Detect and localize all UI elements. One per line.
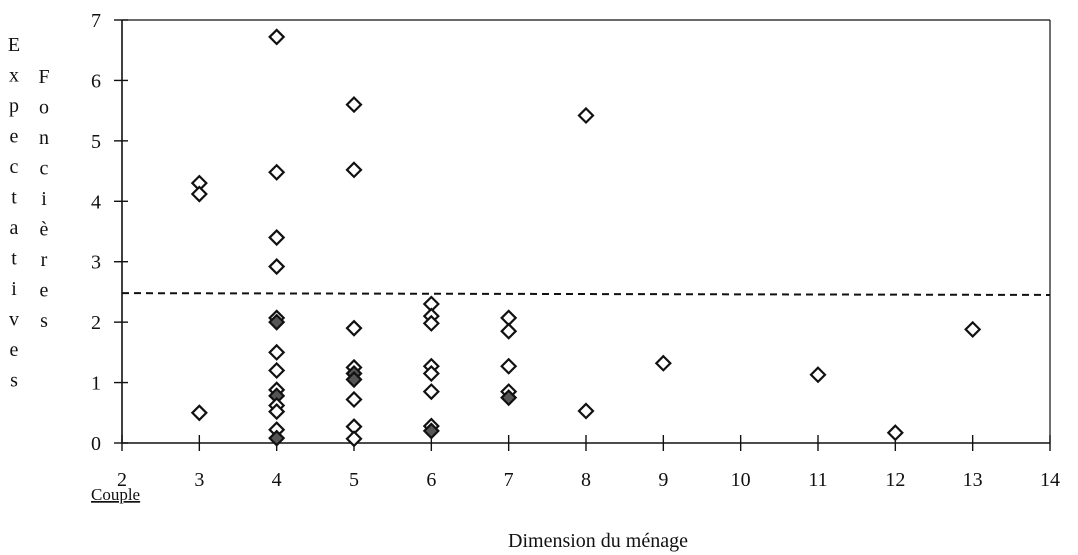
y-axis-label-letter: F <box>38 66 49 88</box>
x-tick-label: 8 <box>581 469 591 491</box>
x-tick-label: 10 <box>731 469 751 491</box>
reference-dashed-line <box>121 292 1051 296</box>
y-axis-label-letter: s <box>10 370 18 392</box>
y-axis-label-letter: e <box>40 280 49 302</box>
x-tick-label: 9 <box>658 469 668 491</box>
data-point <box>268 228 286 247</box>
couple-annotation: Couple <box>91 485 140 504</box>
x-tick-label: 14 <box>1040 469 1060 491</box>
data-point <box>654 354 672 372</box>
x-axis-label: Dimension du ménage <box>508 530 688 552</box>
y-tick-label: 3 <box>91 252 101 274</box>
x-tick-label: 7 <box>504 469 514 491</box>
data-point <box>268 343 286 361</box>
y-axis-label-letter: n <box>39 127 49 149</box>
y-tick-label: 6 <box>91 70 101 92</box>
data-point <box>268 163 286 181</box>
y-axis-label-letter: i <box>11 278 17 300</box>
data-point <box>268 403 286 421</box>
y-tick-label: 4 <box>91 191 101 213</box>
data-point <box>190 404 208 422</box>
y-axis-label-letter: e <box>10 126 19 148</box>
y-axis-label-letter: v <box>9 309 19 331</box>
reference-line-layer <box>121 292 1051 296</box>
y-axis-label-letter: x <box>9 65 19 87</box>
y-axis-label-letter: c <box>40 158 49 180</box>
data-point <box>964 320 982 338</box>
points-layer <box>190 28 982 448</box>
x-tick-label: 3 <box>194 469 204 491</box>
y-axis-label-letter: i <box>41 188 47 210</box>
data-point <box>500 322 518 340</box>
data-point <box>422 364 440 383</box>
data-point <box>345 390 363 409</box>
y-axis-label-letter: t <box>11 248 17 270</box>
data-point <box>500 389 518 407</box>
data-point <box>577 402 595 420</box>
x-tick-label: 5 <box>349 469 359 491</box>
data-point <box>886 424 904 442</box>
data-point <box>422 383 440 401</box>
data-point <box>345 370 363 389</box>
data-point <box>268 313 286 331</box>
data-point <box>809 366 827 384</box>
data-point <box>268 361 286 380</box>
data-point <box>500 357 518 375</box>
data-point <box>268 28 286 46</box>
x-tick-label: 13 <box>963 469 983 491</box>
y-axis-label-letter: c <box>10 156 19 178</box>
y-tick-label: 0 <box>91 433 101 455</box>
x-tick-label: 11 <box>808 469 827 491</box>
data-point <box>422 314 440 332</box>
x-tick-label: 4 <box>272 469 282 491</box>
data-point <box>345 430 363 448</box>
data-point <box>345 161 363 179</box>
data-point <box>268 429 286 447</box>
y-tick-label: 7 <box>91 10 101 32</box>
data-point <box>345 319 363 337</box>
y-axis-label-letter: t <box>11 187 17 209</box>
y-tick-label: 5 <box>91 131 101 153</box>
y-axis-label-letter: e <box>10 339 19 361</box>
y-axis-label-letter: o <box>39 97 49 119</box>
data-point <box>345 96 363 114</box>
axes <box>121 19 1051 444</box>
data-point <box>422 422 440 440</box>
x-tick-label: 12 <box>885 469 905 491</box>
y-axis-label-letter: s <box>40 310 48 332</box>
y-tick-label: 2 <box>91 312 101 334</box>
data-point <box>577 106 595 125</box>
y-axis-label-letter: a <box>10 217 19 239</box>
y-axis-label-letter: r <box>41 249 48 271</box>
x-tick-label: 6 <box>426 469 436 491</box>
y-axis-label-letter: è <box>40 219 49 241</box>
data-point <box>190 185 208 203</box>
x-tick-label: 2 <box>117 469 127 491</box>
y-axis-label-letter: E <box>8 34 20 56</box>
y-tick-label: 1 <box>91 373 101 395</box>
data-point <box>268 257 286 276</box>
y-axis-label-letter: p <box>9 95 19 117</box>
